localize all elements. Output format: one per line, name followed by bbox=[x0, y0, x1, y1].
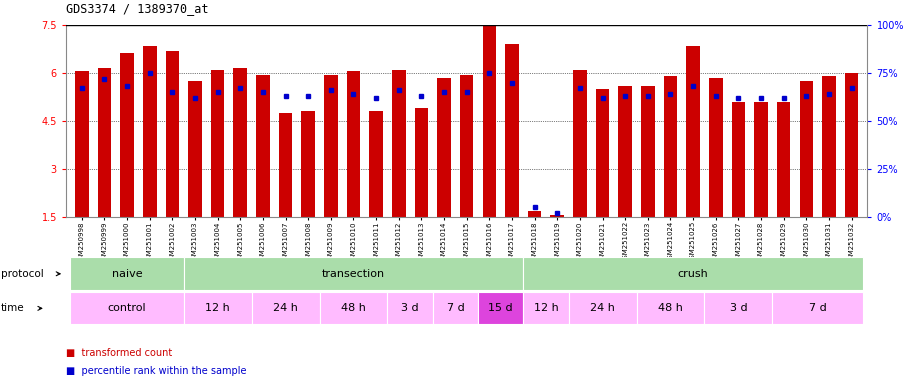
Bar bbox=[71, 292, 184, 324]
Bar bbox=[166, 51, 180, 217]
Text: naive: naive bbox=[112, 268, 142, 279]
Bar bbox=[392, 70, 406, 217]
Bar bbox=[772, 292, 863, 324]
Bar bbox=[320, 292, 387, 324]
Bar bbox=[823, 76, 835, 217]
Text: 3 d: 3 d bbox=[401, 303, 419, 313]
Bar bbox=[437, 78, 451, 217]
Text: GDS3374 / 1389370_at: GDS3374 / 1389370_at bbox=[66, 2, 209, 15]
Bar bbox=[369, 111, 383, 217]
Text: 7 d: 7 d bbox=[446, 303, 464, 313]
Text: ■  transformed count: ■ transformed count bbox=[66, 348, 172, 358]
Bar bbox=[98, 68, 111, 217]
Bar bbox=[483, 25, 496, 217]
Bar bbox=[754, 102, 768, 217]
Bar bbox=[256, 74, 269, 217]
Bar bbox=[528, 210, 541, 217]
Bar bbox=[800, 81, 813, 217]
Text: 15 d: 15 d bbox=[488, 303, 513, 313]
Bar bbox=[573, 70, 587, 217]
Bar bbox=[415, 108, 428, 217]
Bar bbox=[551, 215, 564, 217]
Bar bbox=[478, 292, 523, 324]
Bar bbox=[704, 292, 772, 324]
Bar bbox=[324, 74, 338, 217]
Bar bbox=[301, 111, 315, 217]
Bar bbox=[732, 102, 746, 217]
Bar bbox=[211, 70, 224, 217]
Text: time: time bbox=[1, 303, 25, 313]
Text: 7 d: 7 d bbox=[809, 303, 826, 313]
Bar bbox=[120, 53, 134, 217]
Text: 48 h: 48 h bbox=[341, 303, 365, 313]
Bar bbox=[523, 292, 569, 324]
Bar bbox=[506, 44, 518, 217]
Bar bbox=[184, 257, 523, 290]
Bar bbox=[278, 113, 292, 217]
Bar bbox=[143, 46, 157, 217]
Bar bbox=[641, 86, 655, 217]
Text: 24 h: 24 h bbox=[590, 303, 615, 313]
Text: 12 h: 12 h bbox=[534, 303, 559, 313]
Bar bbox=[460, 74, 474, 217]
Bar bbox=[664, 76, 677, 217]
Bar bbox=[569, 292, 637, 324]
Bar bbox=[71, 257, 184, 290]
Bar bbox=[188, 81, 202, 217]
Text: transection: transection bbox=[322, 268, 385, 279]
Bar bbox=[618, 86, 632, 217]
Text: control: control bbox=[108, 303, 147, 313]
Bar bbox=[234, 68, 247, 217]
Text: 24 h: 24 h bbox=[273, 303, 298, 313]
Bar bbox=[387, 292, 432, 324]
Bar bbox=[595, 89, 609, 217]
Text: crush: crush bbox=[678, 268, 708, 279]
Bar bbox=[75, 71, 89, 217]
Bar bbox=[523, 257, 863, 290]
Bar bbox=[777, 102, 791, 217]
Text: ■  percentile rank within the sample: ■ percentile rank within the sample bbox=[66, 366, 246, 376]
Text: protocol: protocol bbox=[1, 269, 44, 279]
Text: 12 h: 12 h bbox=[205, 303, 230, 313]
Bar bbox=[252, 292, 320, 324]
Bar bbox=[686, 46, 700, 217]
Text: 3 d: 3 d bbox=[729, 303, 747, 313]
Bar bbox=[637, 292, 704, 324]
Text: 48 h: 48 h bbox=[658, 303, 683, 313]
Bar bbox=[432, 292, 478, 324]
Bar bbox=[845, 73, 858, 217]
Bar bbox=[709, 78, 723, 217]
Bar bbox=[184, 292, 252, 324]
Bar bbox=[346, 71, 360, 217]
